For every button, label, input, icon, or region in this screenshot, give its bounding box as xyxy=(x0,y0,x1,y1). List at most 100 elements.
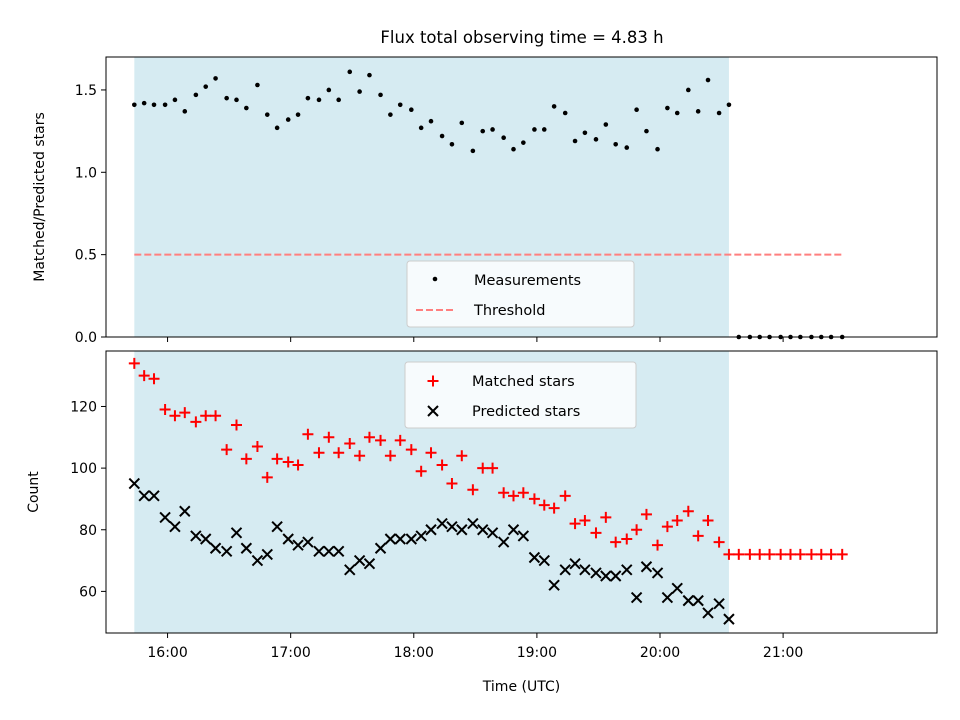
bottom-matched-point xyxy=(652,539,664,551)
bottom-matched-point xyxy=(754,548,766,560)
top-measurement-point xyxy=(141,100,147,106)
bottom-predicted-point xyxy=(230,527,243,539)
top-measurement-point xyxy=(234,97,239,103)
top-measurement-point xyxy=(213,76,218,81)
top-measurement-point xyxy=(501,135,506,141)
top-measurement-point xyxy=(295,112,301,117)
bottom-y-axis-label: Count xyxy=(26,471,42,513)
top-measurement-point xyxy=(305,95,311,101)
bottom-matched-point xyxy=(333,447,345,459)
bottom-predicted-point xyxy=(169,520,181,533)
bottom-matched-point xyxy=(559,490,571,502)
bottom-matched-point xyxy=(764,548,776,560)
bottom-predicted-point xyxy=(692,594,704,607)
top-measurement-point xyxy=(285,117,291,122)
bottom-matched-point xyxy=(363,431,375,443)
bottom-matched-point xyxy=(579,515,591,527)
bottom-predicted-point xyxy=(579,564,591,576)
bottom-matched-point xyxy=(240,453,252,465)
bottom-predicted-point xyxy=(559,564,571,576)
top-y-tick-label: 1.0 xyxy=(75,165,97,181)
bottom-matched-point xyxy=(159,404,171,416)
top-y-tick-label: 1.5 xyxy=(75,83,97,99)
bottom-matched-point xyxy=(190,416,202,428)
top-measurement-point xyxy=(716,110,722,116)
top-measurement-point xyxy=(686,87,691,93)
bottom-matched-point xyxy=(323,431,335,443)
top-measurement-point xyxy=(378,92,383,98)
bottom-matched-point xyxy=(528,493,540,505)
bottom-predicted-point xyxy=(251,554,264,567)
bottom-matched-point xyxy=(507,490,519,502)
bottom-matched-point xyxy=(446,478,458,490)
top-measurement-point xyxy=(418,125,424,131)
x-tick-label: 20:00 xyxy=(640,645,680,661)
bottom-predicted-point xyxy=(486,527,499,539)
bottom-predicted-point xyxy=(179,505,191,517)
top-measurement-point xyxy=(562,110,568,116)
bottom-predicted-point xyxy=(240,542,253,554)
bottom-matched-point xyxy=(282,456,294,468)
x-tick-label: 18:00 xyxy=(394,645,434,661)
bottom-panel: 60 80 100 120 Count 16:00 17:00 18:00 19:00 20:00… xyxy=(26,350,938,695)
bottom-matched-point xyxy=(682,505,694,517)
bottom-predicted-point xyxy=(671,582,683,595)
top-y-tick-label: 0.5 xyxy=(75,248,97,264)
bottom-matched-point xyxy=(148,373,160,385)
bottom-predicted-point xyxy=(282,533,294,545)
bottom-predicted-point xyxy=(600,570,612,582)
bottom-matched-point xyxy=(794,548,806,560)
bottom-matched-point xyxy=(210,410,222,422)
top-measurement-point xyxy=(224,95,229,101)
bottom-matched-point xyxy=(569,518,581,530)
bottom-matched-point xyxy=(784,548,796,560)
bottom-matched-point xyxy=(498,487,510,499)
top-measurement-point xyxy=(193,92,199,98)
top-y-tick-label: 0.0 xyxy=(75,330,97,346)
bottom-legend-marker xyxy=(427,405,439,417)
bottom-matched-point xyxy=(477,462,489,474)
top-measurement-point xyxy=(316,97,322,103)
bottom-predicted-point xyxy=(569,557,581,570)
bottom-matched-point xyxy=(600,511,612,523)
top-measurement-point xyxy=(541,127,547,132)
bottom-predicted-point xyxy=(651,567,664,579)
bottom-predicted-point xyxy=(425,524,437,536)
top-measurement-point xyxy=(655,146,660,152)
top-legend-marker xyxy=(432,276,438,282)
top-measurement-point xyxy=(388,112,393,117)
top-measurement-point xyxy=(439,133,445,139)
bottom-matched-point xyxy=(744,548,756,560)
bottom-y-tick-label: 100 xyxy=(70,461,97,477)
bottom-predicted-point xyxy=(292,539,304,551)
bottom-predicted-point xyxy=(302,536,314,548)
bottom-matched-point xyxy=(354,450,366,462)
top-measurement-point xyxy=(428,118,434,124)
bottom-predicted-point xyxy=(405,533,418,545)
bottom-legend xyxy=(404,361,637,429)
bottom-matched-point xyxy=(313,447,325,459)
top-measurement-point xyxy=(511,146,516,152)
bottom-predicted-point xyxy=(517,530,530,542)
bottom-matched-point xyxy=(702,515,714,527)
bottom-predicted-point xyxy=(190,530,202,542)
bottom-predicted-point xyxy=(609,570,622,582)
x-tick-label: 19:00 xyxy=(517,645,557,661)
bottom-y-tick-label: 80 xyxy=(79,523,97,539)
bottom-predicted-point xyxy=(344,564,356,576)
bottom-matched-point xyxy=(692,530,704,542)
top-measurement-point xyxy=(613,141,618,147)
top-measurement-point xyxy=(674,110,680,116)
top-measurement-point xyxy=(624,145,630,150)
bottom-legend-label: Matched stars xyxy=(472,374,575,390)
top-measurement-point xyxy=(532,127,537,132)
top-measurement-point xyxy=(593,137,599,142)
top-measurement-point xyxy=(705,77,711,83)
bottom-predicted-point xyxy=(394,533,406,545)
top-measurement-point xyxy=(162,102,168,108)
top-measurement-point xyxy=(582,130,588,136)
bottom-matched-point xyxy=(538,499,550,511)
bottom-predicted-point xyxy=(384,533,397,545)
bottom-matched-point xyxy=(517,487,529,499)
bottom-predicted-point xyxy=(128,477,141,490)
